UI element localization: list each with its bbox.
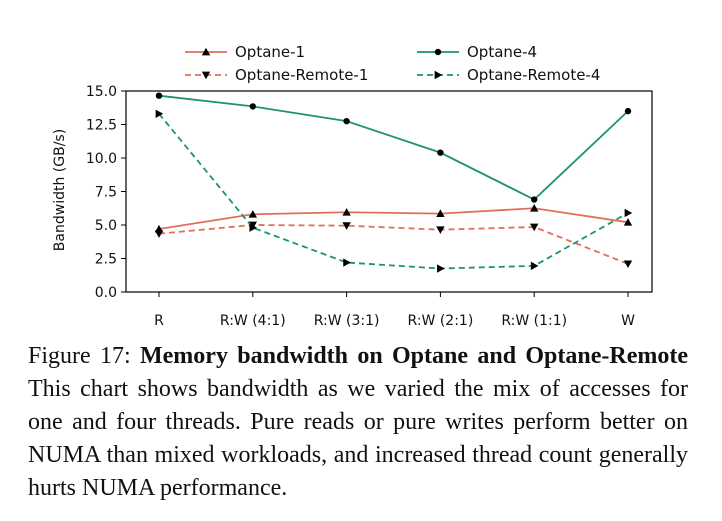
caption-title: Memory bandwidth on Optane and Optane-Re… — [140, 343, 689, 369]
data-point — [343, 258, 351, 267]
data-point — [434, 70, 443, 80]
x-tick-label: R:W (3:1) — [314, 313, 380, 329]
data-point — [530, 261, 539, 271]
plot-area: 0.0 2.5 5.0 7.5 10.0 12.5 15.0 R R:W (4:1) R:W (3… — [86, 84, 653, 329]
y-tick-label: 10.0 — [86, 151, 117, 167]
y-axis-label: Bandwidth (GB/s) — [52, 129, 68, 251]
legend-label: Optane-4 — [467, 43, 537, 61]
data-point — [437, 264, 445, 273]
legend-item: Optane-Remote-1 — [185, 66, 368, 84]
data-point — [623, 260, 633, 269]
series-optane-4 — [155, 92, 632, 203]
series-line — [158, 94, 629, 201]
data-point — [436, 226, 445, 234]
data-point — [624, 208, 633, 218]
data-point — [342, 208, 351, 216]
caption-body: This chart shows bandwidth as we varied … — [28, 376, 688, 501]
data-point — [342, 222, 351, 230]
x-tick-label: R — [154, 313, 164, 329]
data-point — [249, 223, 257, 232]
x-tick-label: R:W (2:1) — [408, 313, 474, 329]
series-line — [158, 224, 629, 265]
data-point — [624, 107, 632, 115]
figure-caption: Figure 17: Memory bandwidth on Optane an… — [28, 340, 688, 505]
y-tick-label: 0.0 — [95, 285, 117, 301]
data-point — [155, 92, 163, 99]
legend-label: Optane-Remote-1 — [235, 66, 368, 84]
legend-label: Optane-1 — [235, 43, 305, 61]
y-tick-label: 15.0 — [86, 84, 117, 100]
series-line — [158, 207, 629, 230]
y-tick-label: 12.5 — [86, 118, 117, 134]
plot-frame — [125, 90, 653, 293]
series-optane-remote-1 — [154, 221, 633, 269]
legend-item: Optane-4 — [417, 43, 537, 61]
line-chart: Optane-1 Optane-Remote-1 Optane-4 Optane-Re… — [52, 43, 653, 329]
x-tick-label: W — [621, 313, 635, 329]
data-point — [248, 210, 257, 218]
data-point — [249, 103, 256, 110]
data-point — [437, 149, 444, 156]
legend-label: Optane-Remote-4 — [467, 66, 600, 84]
series-line — [158, 113, 629, 270]
data-point — [623, 218, 633, 226]
legend-item: Optane-Remote-4 — [417, 66, 600, 84]
y-tick-label: 5.0 — [95, 218, 117, 234]
y-tick-label: 2.5 — [95, 252, 117, 268]
data-point — [434, 48, 442, 56]
x-tick-label: R:W (4:1) — [220, 313, 286, 329]
data-point — [531, 196, 538, 203]
data-point — [201, 71, 211, 80]
data-point — [154, 230, 164, 238]
data-point — [530, 204, 539, 212]
y-tick-label: 7.5 — [95, 185, 117, 201]
series-optane-remote-4 — [155, 109, 633, 273]
data-point — [155, 109, 164, 118]
data-point — [343, 117, 350, 125]
legend: Optane-1 Optane-Remote-1 Optane-4 Optane-Re… — [185, 43, 600, 84]
legend-item: Optane-1 — [185, 43, 305, 61]
data-point — [530, 223, 539, 232]
data-point — [201, 47, 211, 56]
caption-prefix: Figure 17: — [28, 343, 140, 369]
data-point — [436, 209, 445, 217]
x-tick-label: R:W (1:1) — [501, 313, 567, 329]
